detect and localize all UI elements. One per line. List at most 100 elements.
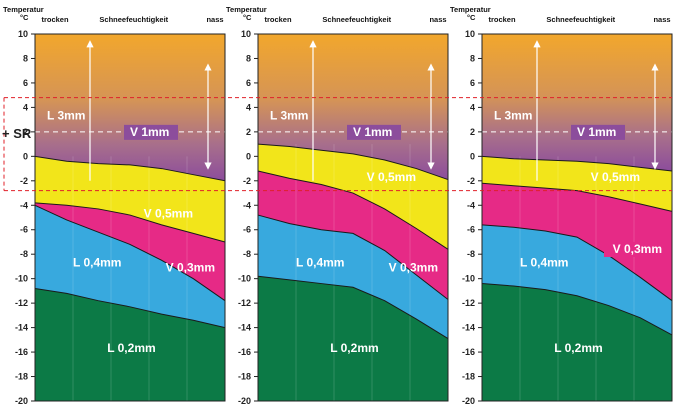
y-axis-unit: °C bbox=[243, 13, 252, 22]
region-label: L 0,2mm bbox=[330, 341, 378, 355]
tick-label: -16 bbox=[15, 347, 28, 357]
tick-label: -12 bbox=[462, 298, 475, 308]
tick-label: -18 bbox=[238, 372, 251, 382]
boundary-violet-yellow bbox=[34, 155, 226, 182]
x-category-label: nass bbox=[206, 15, 223, 24]
tick-label: -10 bbox=[15, 274, 28, 284]
region-label: L 3mm bbox=[494, 109, 532, 123]
region-label: V 1mm bbox=[130, 125, 169, 139]
tick-label: 6 bbox=[470, 78, 475, 88]
plot-frame bbox=[34, 33, 226, 402]
region-cyan bbox=[258, 215, 448, 339]
region-green bbox=[258, 276, 448, 401]
tick-label: -20 bbox=[462, 396, 475, 406]
region-warm bbox=[258, 34, 448, 180]
x-category-label: nass bbox=[429, 15, 446, 24]
label-backdrop bbox=[604, 241, 664, 257]
tick-label: 0 bbox=[23, 151, 28, 161]
region-label: V 0,5mm bbox=[144, 207, 193, 221]
x-category-label: Schneefeuchtigkeit bbox=[322, 15, 391, 24]
region-label: L 3mm bbox=[47, 109, 85, 123]
tick-label: 10 bbox=[465, 29, 475, 39]
region-label: V 1mm bbox=[577, 125, 616, 139]
sr-label: + SR bbox=[2, 126, 32, 141]
tick-label: 4 bbox=[23, 102, 28, 112]
tick-label: -14 bbox=[462, 323, 475, 333]
region-green bbox=[35, 288, 225, 401]
region-yellow bbox=[258, 144, 448, 250]
tick-label: 8 bbox=[470, 53, 475, 63]
tick-label: -16 bbox=[462, 347, 475, 357]
tick-label: -16 bbox=[238, 347, 251, 357]
region-green bbox=[482, 283, 672, 401]
label-backdrop bbox=[571, 124, 625, 140]
x-category-label: trocken bbox=[488, 15, 516, 24]
region-label: V 0,3mm bbox=[166, 260, 215, 274]
tick-label: -6 bbox=[20, 225, 28, 235]
boundary-yellow-magenta bbox=[34, 202, 226, 243]
boundary-magenta-cyan bbox=[34, 204, 226, 302]
tick-label: 10 bbox=[18, 29, 28, 39]
y-axis-label: Temperatur bbox=[226, 5, 267, 14]
tick-label: -2 bbox=[467, 176, 475, 186]
region-label: L 0,2mm bbox=[554, 341, 602, 355]
boundary-yellow-magenta bbox=[481, 182, 673, 212]
boundary-magenta-cyan bbox=[481, 224, 673, 302]
tick-label: 2 bbox=[470, 127, 475, 137]
region-label: L 0,4mm bbox=[520, 255, 568, 269]
tick-label: -4 bbox=[467, 200, 475, 210]
chart-panel-2: 10 8 6 4 2 0 -2 -4 -6 -8 -10 -12 -14 -16 -18 -20 Tempera… bbox=[226, 5, 449, 406]
tick-label: -2 bbox=[243, 176, 251, 186]
tick-label: -20 bbox=[238, 396, 251, 406]
boundary-violet-yellow bbox=[257, 143, 449, 181]
chart-panel-1: 10 8 6 4 2 0 -2 -4 -6 -8 -10 -12 -14 -16 -18 -20 Tempera… bbox=[3, 5, 226, 406]
tick-label: -12 bbox=[15, 298, 28, 308]
region-cyan bbox=[482, 224, 672, 335]
region-label: L 0,4mm bbox=[296, 255, 344, 269]
boundary-magenta-cyan bbox=[257, 214, 449, 300]
region-label: V 0,3mm bbox=[389, 260, 438, 274]
plot-frame bbox=[481, 33, 673, 402]
region-label: L 0,2mm bbox=[107, 341, 155, 355]
label-backdrop bbox=[347, 124, 401, 140]
x-category-label: nass bbox=[653, 15, 670, 24]
tick-label: -12 bbox=[238, 298, 251, 308]
tick-label: -8 bbox=[467, 249, 475, 259]
region-yellow bbox=[482, 156, 672, 212]
label-backdrop bbox=[124, 124, 178, 140]
tick-label: 10 bbox=[241, 29, 251, 39]
region-magenta bbox=[482, 183, 672, 301]
region-yellow bbox=[35, 156, 225, 242]
region-label: V 0,3mm bbox=[613, 242, 662, 256]
tick-label: 6 bbox=[246, 78, 251, 88]
tick-label: -2 bbox=[20, 176, 28, 186]
tick-label: -10 bbox=[238, 274, 251, 284]
tick-label: -8 bbox=[20, 249, 28, 259]
boundary-violet-yellow bbox=[481, 155, 673, 172]
tick-label: -8 bbox=[243, 249, 251, 259]
tick-label: 8 bbox=[246, 53, 251, 63]
tick-label: -4 bbox=[20, 200, 28, 210]
x-category-label: Schneefeuchtigkeit bbox=[99, 15, 168, 24]
region-warm bbox=[482, 34, 672, 172]
tick-label: -6 bbox=[243, 225, 251, 235]
region-label: V 0,5mm bbox=[367, 170, 416, 184]
region-label: L 3mm bbox=[270, 109, 308, 123]
region-warm bbox=[35, 34, 225, 181]
tick-label: 4 bbox=[246, 102, 251, 112]
tick-label: -20 bbox=[15, 396, 28, 406]
tick-label: -4 bbox=[243, 200, 251, 210]
tick-label: 2 bbox=[23, 127, 28, 137]
boundary-yellow-magenta bbox=[257, 170, 449, 250]
tick-label: -14 bbox=[238, 323, 251, 333]
x-category-label: Schneefeuchtigkeit bbox=[546, 15, 615, 24]
y-axis-label: Temperatur bbox=[450, 5, 491, 14]
tick-label: -10 bbox=[462, 274, 475, 284]
boundary-cyan-green bbox=[34, 287, 226, 329]
boundary-cyan-green bbox=[257, 275, 449, 340]
region-magenta bbox=[35, 202, 225, 301]
plot-frame bbox=[257, 33, 449, 402]
y-axis-unit: °C bbox=[467, 13, 476, 22]
tick-label: -6 bbox=[467, 225, 475, 235]
